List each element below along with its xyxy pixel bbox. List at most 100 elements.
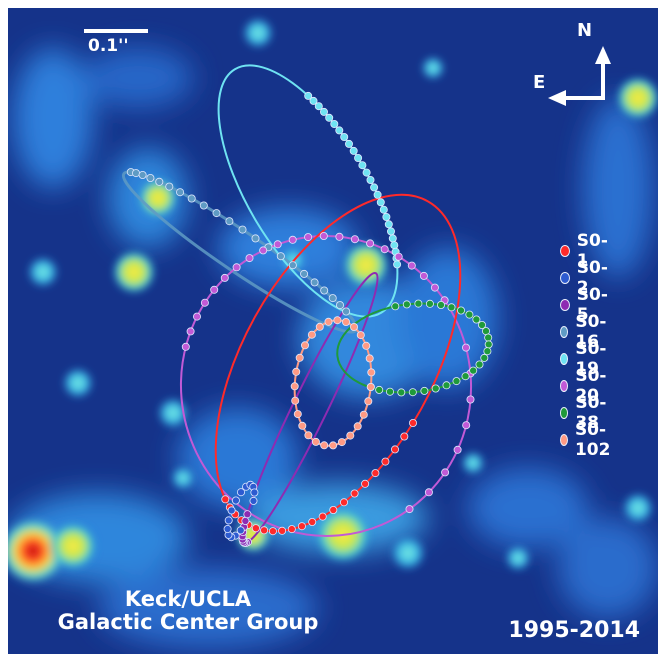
data-point bbox=[376, 198, 385, 207]
legend-label: S0-5 bbox=[576, 285, 608, 325]
legend-item: S0-38 bbox=[560, 393, 610, 433]
data-point bbox=[407, 261, 416, 270]
data-point bbox=[462, 421, 471, 430]
data-point bbox=[304, 91, 313, 100]
data-point bbox=[354, 153, 363, 162]
data-point bbox=[475, 360, 484, 369]
data-point bbox=[366, 175, 375, 184]
data-point bbox=[339, 498, 348, 507]
data-point bbox=[288, 261, 297, 270]
data-point bbox=[238, 225, 247, 234]
data-point bbox=[419, 271, 428, 280]
legend-marker bbox=[560, 272, 570, 284]
data-point bbox=[366, 382, 375, 391]
data-point bbox=[245, 254, 254, 263]
data-point bbox=[469, 366, 478, 375]
data-point bbox=[461, 372, 470, 381]
image-frame: 0.1'' N E S0-1 S0-2 S0-5 S0-16 S0-19 S0-20 S0-… bbox=[8, 8, 658, 654]
data-point bbox=[290, 382, 299, 391]
data-point bbox=[328, 294, 337, 303]
data-point bbox=[329, 505, 338, 514]
data-point bbox=[318, 512, 327, 521]
legend-marker bbox=[560, 434, 568, 446]
data-point bbox=[430, 283, 439, 292]
data-point bbox=[165, 182, 174, 191]
data-point bbox=[335, 301, 344, 310]
data-point bbox=[452, 377, 461, 386]
legend-label: S0-102 bbox=[574, 420, 611, 460]
data-point bbox=[236, 526, 245, 535]
legend-label: S0-1 bbox=[576, 231, 608, 271]
data-point bbox=[353, 422, 362, 431]
data-point bbox=[273, 240, 282, 249]
data-point bbox=[342, 307, 351, 316]
data-point bbox=[308, 517, 317, 526]
legend-label: S0-2 bbox=[576, 258, 608, 298]
data-point bbox=[472, 315, 481, 324]
data-point bbox=[356, 331, 365, 340]
data-point bbox=[367, 368, 376, 377]
legend-item: S0-5 bbox=[560, 285, 610, 325]
data-point bbox=[251, 234, 260, 243]
data-point bbox=[420, 386, 429, 395]
data-point bbox=[200, 298, 209, 307]
data-point bbox=[231, 496, 240, 505]
data-point bbox=[319, 107, 328, 116]
data-point bbox=[349, 146, 358, 155]
data-point bbox=[431, 384, 440, 393]
data-point bbox=[477, 320, 486, 329]
compass-east-label: E bbox=[533, 72, 546, 93]
data-point bbox=[414, 299, 423, 308]
data-point bbox=[365, 354, 374, 363]
data-point bbox=[341, 317, 350, 326]
data-point bbox=[393, 260, 402, 269]
legend-marker bbox=[560, 407, 569, 419]
legend-item: S0-16 bbox=[560, 312, 610, 352]
data-point bbox=[382, 212, 391, 221]
astrometric-points bbox=[126, 91, 493, 548]
legend-marker bbox=[560, 299, 570, 311]
legend-marker bbox=[560, 380, 569, 392]
data-point bbox=[385, 387, 394, 396]
data-point bbox=[241, 516, 250, 525]
data-point bbox=[319, 231, 328, 240]
scale-bar-label: 0.1'' bbox=[88, 36, 129, 56]
data-point bbox=[223, 525, 232, 534]
data-point bbox=[304, 233, 313, 242]
data-point bbox=[402, 300, 411, 309]
data-point bbox=[251, 524, 260, 533]
data-point bbox=[484, 333, 493, 342]
data-point bbox=[292, 367, 301, 376]
compass-arrows bbox=[548, 46, 611, 106]
data-point bbox=[315, 322, 324, 331]
data-point bbox=[379, 205, 388, 214]
data-point bbox=[288, 235, 297, 244]
legend-marker bbox=[560, 353, 569, 365]
data-point bbox=[466, 395, 475, 404]
data-point bbox=[225, 217, 234, 226]
data-point bbox=[390, 445, 399, 454]
data-point bbox=[220, 273, 229, 282]
legend-marker bbox=[560, 245, 570, 257]
data-point bbox=[484, 340, 493, 349]
data-point bbox=[359, 410, 368, 419]
compass-north-label: N bbox=[577, 20, 593, 41]
legend-item: S0-20 bbox=[560, 366, 610, 406]
date-range: 1995-2014 bbox=[508, 618, 640, 643]
legend-item: S0-1 bbox=[560, 231, 610, 271]
data-point bbox=[192, 312, 201, 321]
legend-label: S0-20 bbox=[575, 366, 607, 406]
data-point bbox=[373, 190, 382, 199]
data-point bbox=[259, 246, 268, 255]
data-point bbox=[138, 170, 147, 179]
data-point bbox=[309, 96, 318, 105]
data-point bbox=[187, 194, 196, 203]
data-point bbox=[358, 161, 367, 170]
data-point bbox=[461, 343, 470, 352]
data-point bbox=[320, 286, 329, 295]
data-point bbox=[424, 488, 433, 497]
data-point bbox=[268, 527, 277, 536]
data-point bbox=[350, 235, 359, 244]
data-point bbox=[276, 252, 285, 261]
data-point bbox=[278, 526, 287, 535]
